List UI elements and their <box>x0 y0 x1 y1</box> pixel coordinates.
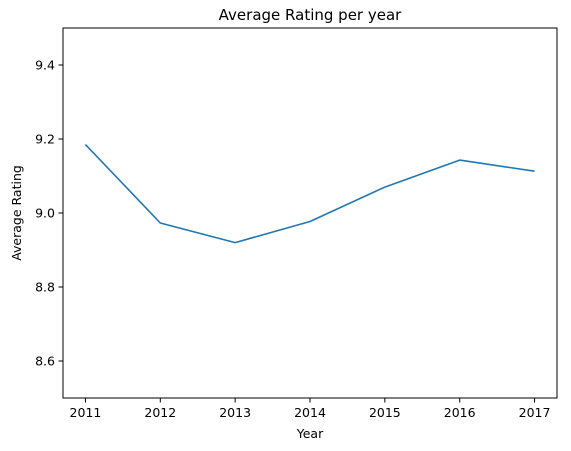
x-tick-label: 2011 <box>70 405 102 420</box>
x-tick-label: 2012 <box>144 405 176 420</box>
x-tick-label: 2013 <box>219 405 251 420</box>
x-tick-label: 2014 <box>294 405 326 420</box>
x-axis-ticks: 2011 2012 2013 2014 2015 2016 2017 <box>70 398 551 420</box>
x-tick-label: 2017 <box>519 405 551 420</box>
y-axis-ticks: 8.6 8.8 9.0 9.2 9.4 <box>35 58 63 369</box>
y-tick-label: 9.2 <box>35 132 55 147</box>
y-tick-label: 9.0 <box>35 206 55 221</box>
series-line-0 <box>84 143 535 244</box>
y-tick-label: 8.6 <box>35 354 55 369</box>
x-tick-label: 2015 <box>369 405 401 420</box>
y-tick-label: 8.8 <box>35 280 55 295</box>
series-layer <box>84 143 535 244</box>
y-axis-label: Average Rating <box>9 165 24 261</box>
x-axis-label: Year <box>296 426 324 441</box>
chart-title: Average Rating per year <box>219 6 402 24</box>
y-tick-label: 9.4 <box>35 58 55 73</box>
x-tick-label: 2016 <box>444 405 476 420</box>
